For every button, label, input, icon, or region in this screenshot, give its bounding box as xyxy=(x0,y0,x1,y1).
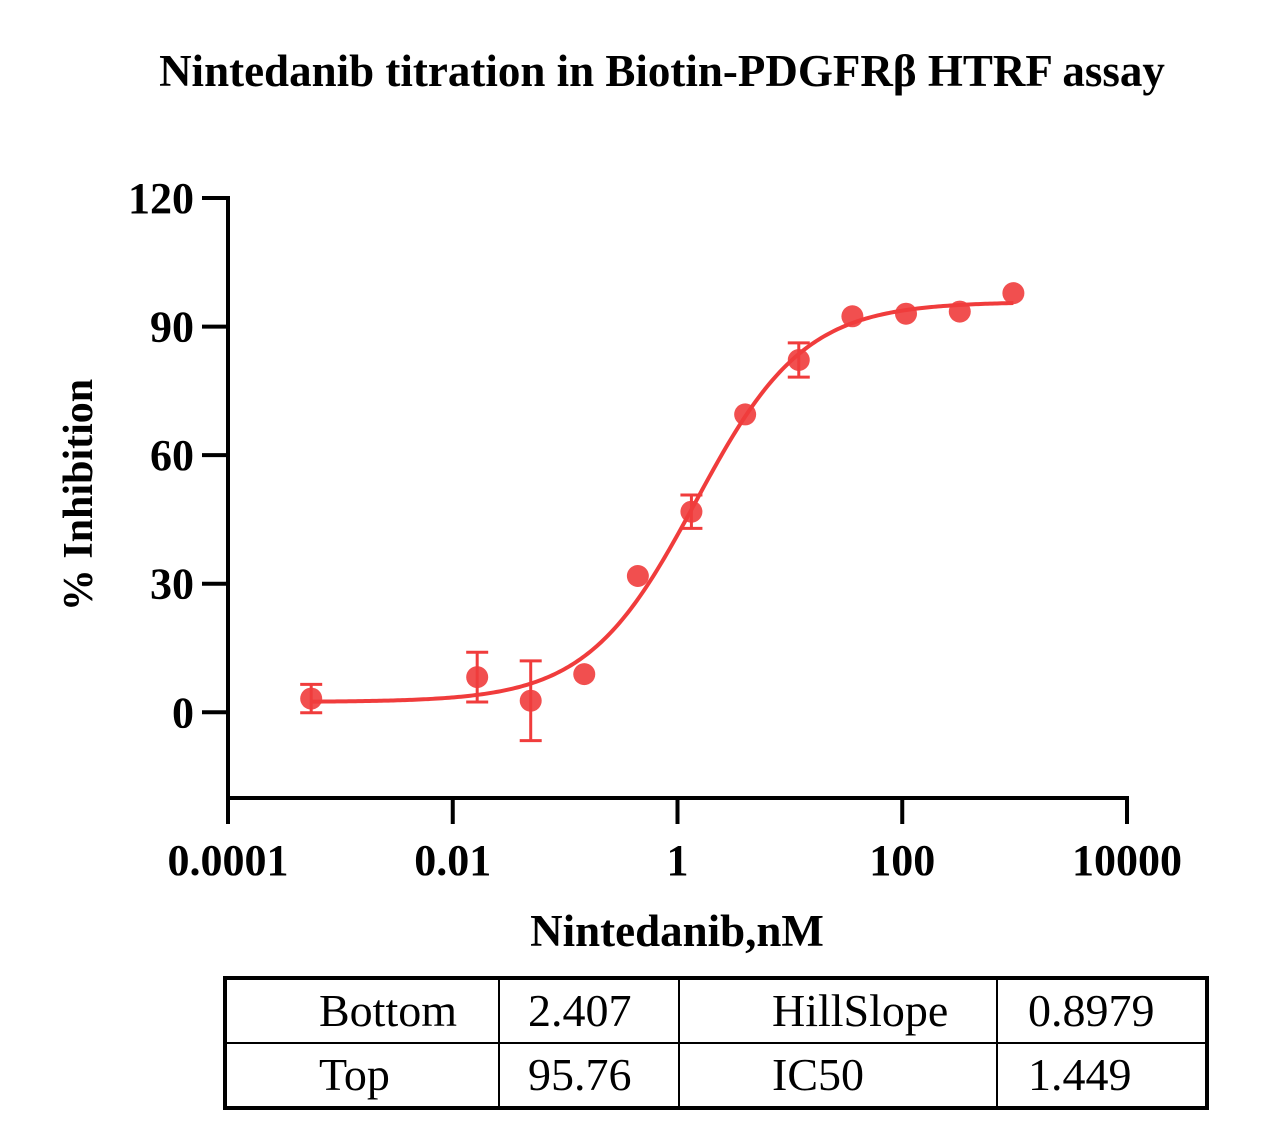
param-name-cell: Bottom xyxy=(224,977,500,1044)
x-tick-label: 0.0001 xyxy=(168,836,289,885)
y-axis-label: % Inhibition xyxy=(56,379,102,611)
param-value-cell: 95.76 xyxy=(498,1042,680,1109)
y-tick-label: 90 xyxy=(150,303,194,352)
param-name-cell: HillSlope xyxy=(678,977,998,1044)
data-point xyxy=(841,305,864,328)
x-tick-label: 1 xyxy=(667,836,689,885)
data-point xyxy=(626,565,649,587)
table-row: Bottom 2.407 HillSlope 0.8979 xyxy=(224,977,1208,1044)
error-bars xyxy=(300,341,810,743)
param-value-cell: 1.449 xyxy=(996,1042,1208,1109)
data-point xyxy=(680,500,703,523)
data-point xyxy=(573,663,596,686)
param-value-cell: 2.407 xyxy=(498,977,680,1044)
data-point xyxy=(300,687,323,710)
fit-parameters-table: Bottom 2.407 HillSlope 0.8979 Top 95.76 … xyxy=(223,976,1209,1110)
data-point xyxy=(895,302,918,325)
data-point xyxy=(787,349,810,371)
data-point xyxy=(948,300,971,323)
y-tick-label: 0 xyxy=(172,688,194,737)
data-point xyxy=(519,689,542,712)
fit-curve-group xyxy=(311,301,1014,704)
x-tick-label: 100 xyxy=(869,836,935,885)
y-tick-label: 30 xyxy=(150,560,194,609)
param-name-cell: IC50 xyxy=(678,1042,998,1109)
data-point xyxy=(466,666,489,689)
x-tick-label: 0.01 xyxy=(414,836,491,885)
fit-curve xyxy=(311,301,1014,704)
dose-response-chart: Nintedanib titration in Biotin-PDGFRβ HT… xyxy=(56,46,1182,956)
data-points xyxy=(300,282,1025,712)
axes: 0 30 60 90 120 0.0001 0.01 1 100 10000 xyxy=(128,174,1182,885)
x-axis-label: Nintedanib,nM xyxy=(530,906,824,956)
y-tick-label: 120 xyxy=(128,174,194,223)
chart-title: Nintedanib titration in Biotin-PDGFRβ HT… xyxy=(159,46,1165,96)
param-value-cell: 0.8979 xyxy=(996,977,1208,1044)
data-point xyxy=(1002,282,1025,305)
y-tick-label: 60 xyxy=(150,431,194,480)
data-point xyxy=(734,403,757,426)
param-name-cell: Top xyxy=(224,1042,500,1109)
x-tick-label: 10000 xyxy=(1072,836,1182,885)
table-row: Top 95.76 IC50 1.449 xyxy=(224,1042,1208,1109)
